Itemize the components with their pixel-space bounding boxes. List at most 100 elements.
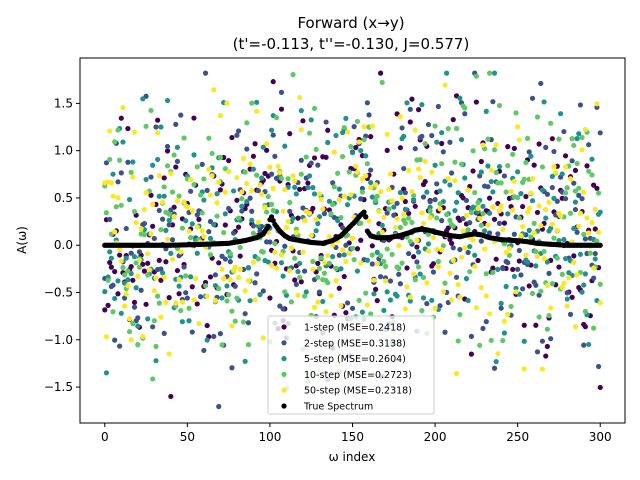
series-point: [128, 169, 134, 175]
series-point: [562, 196, 569, 202]
series-point: [544, 343, 550, 350]
chart-title: Forward (x→y): [297, 14, 404, 32]
series-point: [318, 255, 324, 261]
series-point: [197, 294, 204, 300]
series-point: [166, 222, 172, 228]
series-point: [591, 275, 597, 281]
series-point: [239, 196, 245, 202]
series-point: [520, 224, 526, 230]
series-point: [440, 243, 446, 249]
series-point: [242, 169, 248, 175]
series-point: [368, 184, 374, 191]
series-point: [311, 304, 318, 310]
series-point: [155, 293, 161, 299]
series-layer: [102, 70, 603, 410]
series-point: [313, 216, 319, 222]
series-point: [120, 105, 126, 111]
series-point: [485, 136, 491, 142]
series-point: [546, 199, 552, 205]
series-point: [138, 287, 144, 293]
series-point: [448, 297, 455, 303]
series-point: [103, 160, 110, 166]
series-point: [227, 277, 233, 283]
series-point: [597, 300, 603, 306]
series-point: [120, 264, 126, 271]
series-point: [206, 135, 212, 141]
series-point: [518, 272, 524, 278]
legend-label: True Spectrum: [303, 402, 373, 413]
series-point: [524, 135, 531, 141]
series-point: [346, 250, 352, 256]
series-point: [145, 272, 151, 278]
series-point: [387, 278, 394, 284]
series-point: [409, 96, 415, 102]
series-point: [491, 70, 498, 76]
series-point: [429, 132, 435, 139]
series-point: [444, 211, 450, 218]
series-point: [457, 246, 463, 253]
series-point: [103, 210, 110, 216]
series-point: [292, 255, 298, 261]
series-point: [315, 162, 321, 168]
series-point: [287, 208, 293, 214]
series-point: [217, 187, 223, 193]
series-point: [407, 106, 413, 112]
series-point: [108, 255, 114, 261]
series-point: [447, 270, 453, 276]
series-point: [166, 211, 172, 217]
series-point: [396, 271, 402, 277]
series-point: [501, 330, 508, 336]
series-point: [178, 307, 184, 314]
series-point: [123, 225, 129, 232]
series-point: [376, 208, 382, 215]
series-point: [359, 189, 366, 195]
series-point: [470, 237, 476, 243]
series-point: [480, 211, 486, 217]
series-point: [207, 192, 214, 198]
series-point: [135, 273, 141, 279]
series-point: [379, 229, 385, 235]
series-point: [341, 193, 347, 199]
series-point: [280, 208, 286, 214]
series-point: [567, 210, 574, 216]
series-point: [529, 175, 536, 182]
series-point: [239, 189, 245, 195]
series-point: [439, 161, 445, 167]
series-point: [409, 219, 415, 226]
series-point: [278, 89, 285, 95]
series-point: [336, 252, 342, 258]
series-point: [582, 126, 588, 133]
series-point: [237, 253, 243, 259]
series-point: [577, 102, 584, 108]
series-point: [183, 218, 189, 224]
series-point: [495, 231, 501, 237]
y-tick-label: 1.5: [54, 96, 73, 110]
series-point: [240, 155, 247, 161]
series-point: [113, 204, 119, 210]
series-point: [538, 223, 544, 229]
series-point: [432, 162, 438, 168]
series-point: [572, 324, 579, 330]
series-point: [374, 298, 380, 304]
series-point: [381, 307, 387, 314]
series-point: [486, 230, 493, 236]
series-point: [415, 264, 422, 270]
series-point: [249, 208, 255, 214]
series-point: [163, 259, 169, 265]
series-point: [166, 217, 172, 223]
series-point: [594, 238, 600, 244]
series-point: [553, 169, 559, 175]
series-point: [234, 295, 240, 301]
series-point: [112, 337, 118, 343]
series-point: [207, 274, 214, 280]
series-point: [396, 242, 402, 249]
series-point: [414, 237, 420, 243]
series-point: [216, 179, 222, 185]
series-point: [472, 189, 478, 196]
series-point: [597, 209, 603, 215]
series-point: [110, 171, 116, 177]
series-point: [556, 264, 562, 270]
series-point: [153, 275, 159, 281]
series-point: [173, 121, 179, 127]
series-point: [336, 285, 342, 291]
